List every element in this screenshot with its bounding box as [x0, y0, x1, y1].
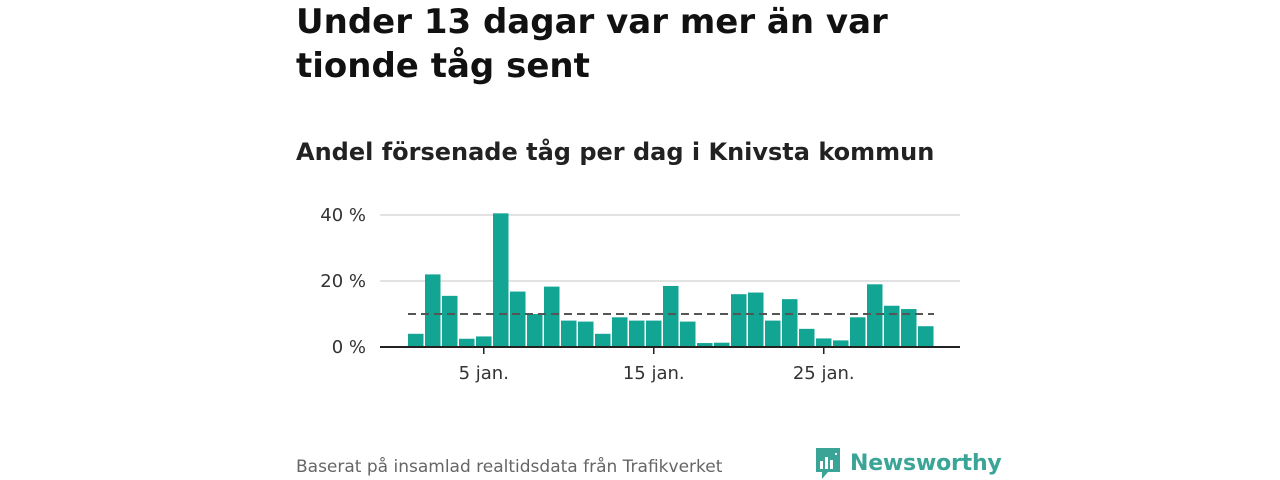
bar	[663, 285, 679, 347]
bar	[578, 321, 594, 347]
bar	[629, 320, 645, 347]
bar	[748, 292, 764, 347]
bar	[425, 274, 441, 347]
chart-title: Under 13 dagar var mer än var tionde tåg…	[296, 2, 888, 86]
bar	[612, 317, 628, 347]
bar	[408, 333, 424, 347]
bar	[680, 321, 696, 347]
bar	[765, 320, 781, 347]
x-tick-label: 5 jan.	[459, 363, 509, 384]
y-tick-label: 0 %	[332, 337, 366, 358]
bar	[595, 333, 611, 347]
chart-subtitle: Andel försenade tåg per dag i Knivsta ko…	[296, 138, 935, 166]
y-tick-label: 20 %	[320, 271, 366, 292]
bar	[561, 320, 577, 347]
bar	[816, 338, 832, 347]
bar	[476, 336, 492, 347]
bar	[697, 343, 713, 347]
y-tick-label: 40 %	[320, 205, 366, 226]
brand-name: Newsworthy	[850, 450, 1002, 476]
bar	[799, 328, 815, 347]
bar	[782, 299, 798, 347]
x-tick-label: 25 jan.	[793, 363, 855, 384]
bar	[901, 309, 917, 347]
bar	[884, 305, 900, 347]
bar	[833, 340, 849, 347]
x-tick-label: 15 jan.	[623, 363, 685, 384]
bar	[867, 284, 883, 347]
bar	[442, 295, 458, 347]
brand-logo: Newsworthy	[814, 446, 1002, 480]
bar	[527, 314, 543, 347]
bar	[850, 317, 866, 347]
bar	[544, 286, 560, 347]
bar	[646, 320, 662, 347]
bar	[731, 294, 747, 347]
newsworthy-logo-icon	[816, 448, 840, 479]
bar	[918, 326, 934, 347]
bar	[493, 213, 509, 347]
source-note: Baserat på insamlad realtidsdata från Tr…	[296, 457, 723, 477]
bar	[714, 342, 730, 347]
bar-chart: 0 % 20 % 40 % 5 jan. 15 jan. 25 jan.	[320, 205, 960, 384]
bar	[510, 291, 526, 347]
bar	[459, 338, 475, 347]
